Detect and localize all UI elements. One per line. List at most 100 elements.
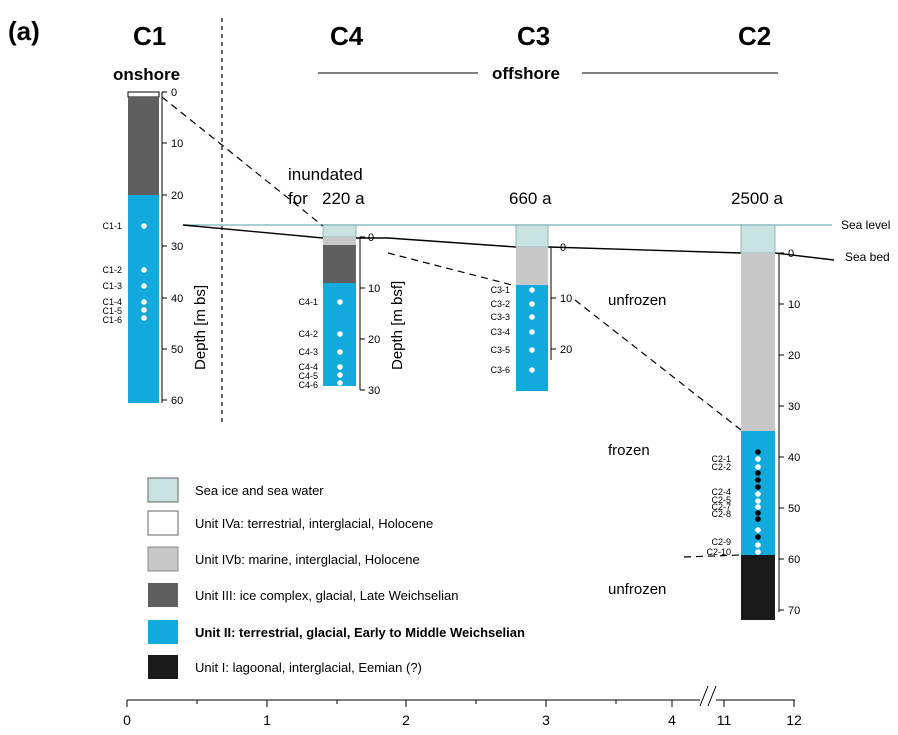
sample-dot: [529, 329, 535, 335]
sample-dot: [755, 534, 761, 540]
sample-label: C3-6: [490, 365, 510, 375]
c4-tick-label: 20: [368, 334, 380, 346]
unit-boundary-connector-2: [387, 252, 517, 287]
c4-samples: C4-1 C4-2 C4-3 C4-4 C4-5 C4-6: [298, 297, 343, 390]
c1-tick-label: 40: [171, 293, 183, 305]
sample-dot: [141, 223, 147, 229]
c3-tick-label: 0: [560, 242, 566, 254]
c2-tick-label: 0: [788, 248, 794, 260]
sample-label: C4-1: [298, 297, 318, 307]
core-c2: 0 10 20 30 40 50 60 70 C2-1 C2-: [706, 224, 800, 620]
core-c3: 0 10 20 C3-1 C3-2 C3-3 C3-4 C3-5 C3-6: [490, 224, 572, 391]
inundation-c4: 220 a: [322, 189, 365, 208]
sample-dot: [529, 367, 535, 373]
sample-label: C1-3: [102, 281, 122, 291]
c1-tick-label: 60: [171, 395, 183, 407]
c3-unit-ii: [516, 285, 548, 391]
core-c1: 0 10 20 30 40 50 60 C1-1 C1-2 C1-3 C1-4 …: [102, 87, 209, 407]
bottom-tick-label: 0: [123, 712, 131, 728]
sample-dot: [755, 504, 761, 510]
unit-boundary-connector-4: [683, 554, 742, 558]
sample-dot: [755, 516, 761, 522]
c4-unit-iii: [323, 245, 356, 283]
core-title-c2: C2: [738, 21, 771, 51]
sample-label: C1-4: [102, 297, 122, 307]
sample-label: C4-4: [298, 362, 318, 372]
sample-label: C3-4: [490, 327, 510, 337]
c1-unit-iva: [127, 91, 160, 98]
sample-label: C3-2: [490, 299, 510, 309]
sample-label: C2-8: [711, 509, 731, 519]
sample-dot: [755, 477, 761, 483]
c4-unit-ivb: [323, 237, 356, 245]
c1-tick-label: 30: [171, 241, 183, 253]
c3-unit-ivb: [516, 247, 548, 285]
sample-label: C3-1: [490, 285, 510, 295]
core-title-c3: C3: [517, 21, 550, 51]
inundation-c2: 2500 a: [731, 189, 784, 208]
c2-tick-label: 70: [788, 605, 800, 617]
c2-tick-label: 10: [788, 299, 800, 311]
sample-dot: [529, 287, 535, 293]
sea-bed-line: [182, 224, 835, 261]
sample-label: C1-2: [102, 265, 122, 275]
c3-samples: C3-1 C3-2 C3-3 C3-4 C3-5 C3-6: [490, 285, 535, 375]
legend-label: Unit III: ice complex, glacial, Late Wei…: [195, 588, 459, 603]
c2-samples: C2-1 C2-2 C2-4 C2-5 C2-7 C2-8 C2-9 C2-10: [706, 449, 761, 557]
bottom-tick-label: 12: [786, 712, 802, 728]
sample-dot: [337, 380, 343, 386]
core-title-c4: C4: [330, 21, 364, 51]
inundation-label-line1: inundated: [288, 165, 363, 184]
sample-label: C1-1: [102, 221, 122, 231]
sample-label: C2-9: [711, 537, 731, 547]
unfrozen-upper-label: unfrozen: [608, 292, 666, 309]
sample-label: C2-4: [711, 487, 731, 497]
c2-sea-water: [740, 224, 776, 254]
sample-label: C1-5: [102, 306, 122, 316]
c2-unit-ivb: [741, 253, 775, 431]
sample-label: C2-10: [706, 547, 731, 557]
legend-swatch-unit-i: [148, 655, 178, 679]
inundation-c3: 660 a: [509, 189, 552, 208]
sample-dot: [337, 299, 343, 305]
sample-dot: [141, 307, 147, 313]
frozen-label: frozen: [608, 442, 650, 459]
sample-label: C2-7: [711, 502, 731, 512]
sample-dot: [755, 464, 761, 470]
c4-tick-label: 0: [368, 232, 374, 244]
legend-swatch-unit-ii: [148, 620, 178, 644]
core-c4: 0 10 20 30 C4-1 C4-2 C4-3 C4-4 C4-5 C4-6…: [298, 224, 406, 397]
sample-dot: [141, 267, 147, 273]
c4-depth-axis-label: Depth [m bsf]: [389, 281, 406, 370]
c4-sea-water: [322, 224, 357, 238]
legend-label: Unit I: lagoonal, interglacial, Eemian (…: [195, 660, 422, 675]
legend-swatch-unit-iii: [148, 583, 178, 607]
sample-label: C1-6: [102, 315, 122, 325]
sample-label: C3-3: [490, 312, 510, 322]
sample-label: C2-1: [711, 454, 731, 464]
c2-tick-label: 30: [788, 401, 800, 413]
c2-tick-label: 50: [788, 503, 800, 515]
legend-label-bold: Unit II: terrestrial, glacial, Early to …: [195, 625, 525, 640]
c2-tick-label: 60: [788, 554, 800, 566]
sample-dot: [337, 372, 343, 378]
c4-tick-label: 10: [368, 283, 380, 295]
c2-unit-i: [741, 555, 775, 620]
legend: Sea ice and sea water Unit IVa: terrestr…: [147, 477, 525, 679]
sample-dot: [755, 456, 761, 462]
legend-swatch-unit-iva: [147, 510, 179, 536]
sample-label: C4-6: [298, 380, 318, 390]
c3-tick-label: 20: [560, 344, 572, 356]
c2-depth-ticks: 0 10 20 30 40 50 60 70: [779, 248, 800, 617]
c4-tick-label: 30: [368, 385, 380, 397]
sample-dot: [141, 315, 147, 321]
inundation-label-line2: for: [288, 189, 308, 208]
legend-swatch-unit-ivb: [147, 546, 179, 572]
sample-dot: [337, 331, 343, 337]
sample-dot: [755, 470, 761, 476]
c1-tick-label: 10: [171, 138, 183, 150]
sample-label: C4-2: [298, 329, 318, 339]
c3-depth-ticks: 0 10 20: [551, 242, 572, 356]
sample-dot: [141, 283, 147, 289]
